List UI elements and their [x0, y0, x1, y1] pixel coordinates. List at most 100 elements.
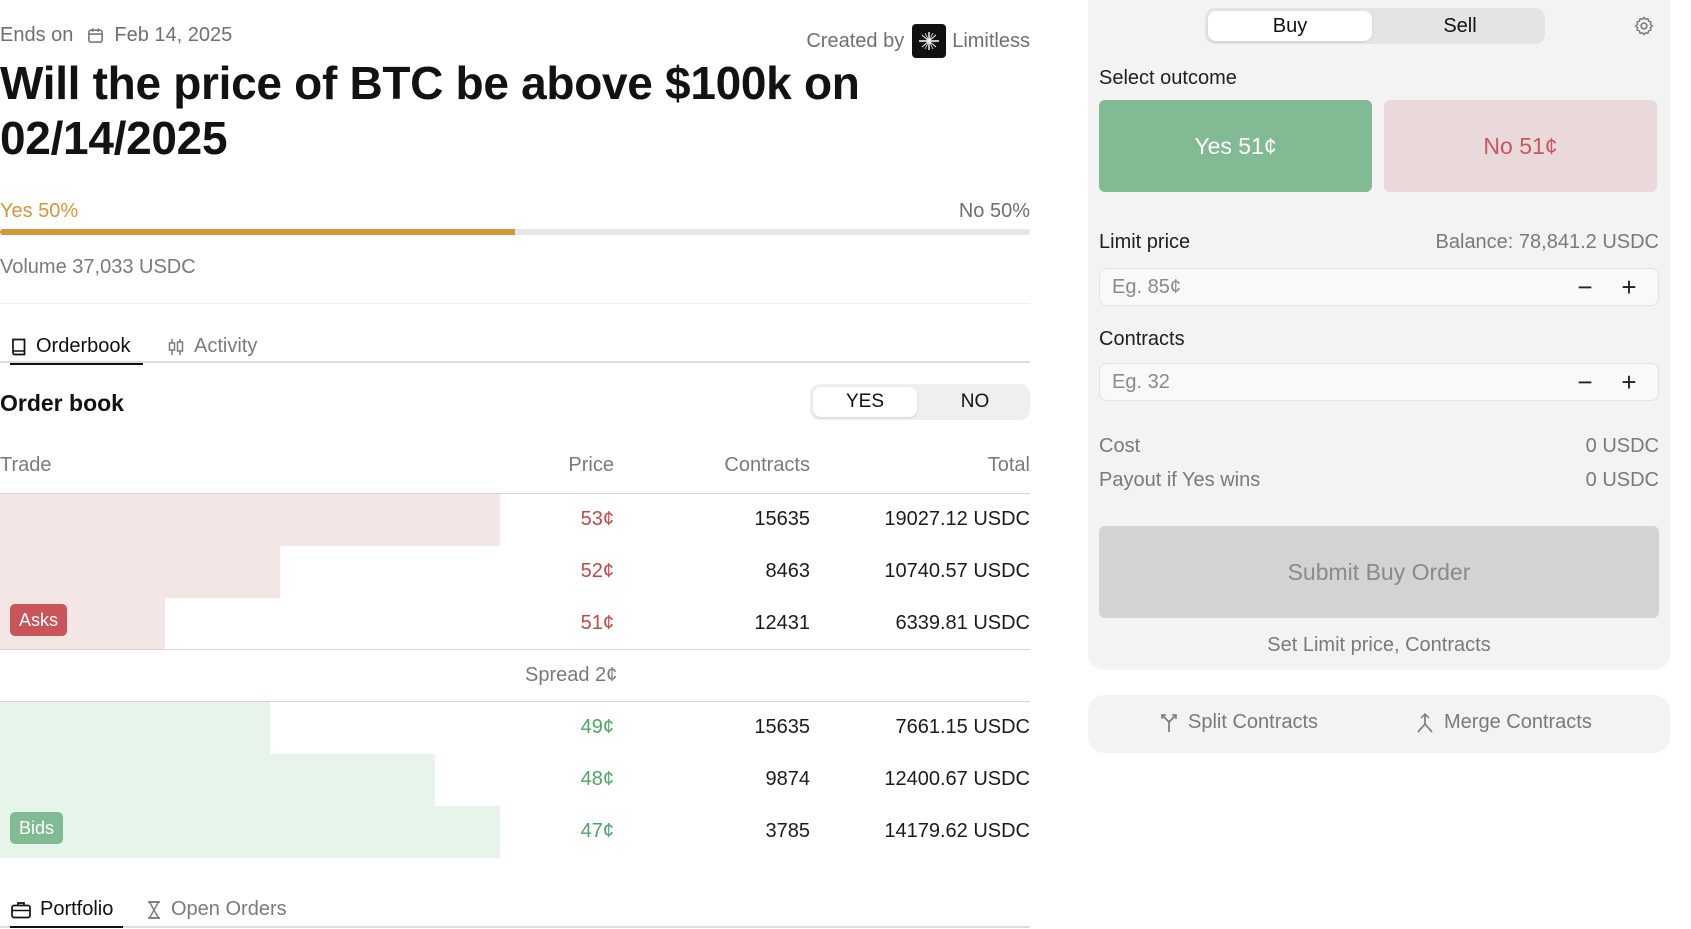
- limit-price-input[interactable]: [1100, 269, 1560, 305]
- bid-total: 12400.67 USDC: [884, 768, 1030, 790]
- bid-depth-bar: [0, 754, 435, 806]
- contracts-increment-button[interactable]: +: [1621, 366, 1637, 397]
- contracts-input[interactable]: [1100, 364, 1560, 400]
- header-total: Total: [987, 454, 1030, 476]
- payout-row: Payout if Yes wins 0 USDC: [1099, 469, 1659, 492]
- contracts-decrement-button[interactable]: −: [1577, 366, 1593, 397]
- limit-price-label: Limit price: [1099, 231, 1191, 253]
- ask-total: 6339.81 USDC: [895, 612, 1030, 634]
- payout-label: Payout if Yes wins: [1099, 469, 1261, 491]
- bid-row[interactable]: 49¢ 15635 7661.15 USDC: [0, 702, 1030, 754]
- ask-row[interactable]: 53¢ 15635 19027.12 USDC: [0, 494, 1030, 546]
- header-contracts: Contracts: [724, 454, 810, 476]
- ask-depth-bar: [0, 494, 500, 546]
- book-icon: [12, 338, 26, 355]
- merge-icon: [1417, 712, 1433, 733]
- submit-hint: Set Limit price, Contracts: [1267, 634, 1491, 656]
- buy-sell-toggle: Buy Sell: [1205, 8, 1545, 44]
- ask-total: 10740.57 USDC: [884, 560, 1030, 582]
- bid-row[interactable]: Bids 47¢ 3785 14179.62 USDC: [0, 806, 1030, 858]
- end-date: Feb 14, 2025: [114, 24, 233, 46]
- bid-contracts: 15635: [754, 716, 810, 738]
- bid-depth-bar: [0, 806, 500, 858]
- ask-contracts: 8463: [765, 560, 811, 582]
- cost-value: 0 USDC: [1585, 435, 1659, 457]
- creator-logo-icon: [912, 24, 947, 58]
- sell-tab-button[interactable]: Sell: [1443, 14, 1477, 37]
- ask-row[interactable]: 52¢ 8463 10740.57 USDC: [0, 546, 1030, 598]
- briefcase-icon: [11, 901, 31, 918]
- orderbook-title: Order book: [0, 390, 124, 416]
- contracts-actions-panel: Split Contracts Merge Contracts: [1088, 695, 1670, 753]
- tab-open-orders[interactable]: Open Orders: [145, 893, 287, 926]
- split-contracts-label: Split Contracts: [1188, 711, 1319, 733]
- detail-tabs: Orderbook Activity: [0, 330, 1030, 365]
- merge-contracts-button[interactable]: Merge Contracts: [1414, 711, 1592, 734]
- split-contracts-button[interactable]: Split Contracts: [1158, 711, 1318, 734]
- probability-bar: [0, 229, 1030, 235]
- tab-open-orders-label: Open Orders: [171, 898, 287, 920]
- cost-row: Cost 0 USDC: [1099, 435, 1659, 458]
- limit-price-field: − +: [1099, 268, 1659, 306]
- candlestick-icon: [168, 338, 184, 355]
- ask-contracts: 12431: [754, 612, 810, 634]
- ends-on-label: Ends on: [0, 24, 74, 46]
- toggle-no-button[interactable]: NO: [960, 391, 990, 412]
- spread-row: Spread 2¢: [0, 649, 1030, 702]
- bid-price: 47¢: [580, 820, 614, 842]
- creator-name[interactable]: Limitless: [952, 29, 1030, 52]
- market-volume: Volume 37,033 USDC: [0, 256, 196, 278]
- bid-price: 49¢: [580, 716, 614, 738]
- tab-portfolio-label: Portfolio: [40, 898, 114, 920]
- bid-row[interactable]: 48¢ 9874 12400.67 USDC: [0, 754, 1030, 806]
- hourglass-icon: [148, 900, 160, 919]
- tab-activity-label: Activity: [194, 335, 258, 357]
- limit-price-decrement-button[interactable]: −: [1577, 271, 1593, 302]
- submit-order-button[interactable]: Submit Buy Order: [1099, 526, 1659, 618]
- ask-row[interactable]: Asks 51¢ 12431 6339.81 USDC: [0, 598, 1030, 650]
- no-outcome-button[interactable]: No 51¢: [1384, 100, 1657, 192]
- yes-probability-label: Yes 50%: [0, 200, 79, 222]
- market-meta: Ends on Feb 14, 2025 Created by: [0, 24, 1030, 58]
- header-price: Price: [568, 454, 614, 476]
- outcome-toggle: YES NO: [810, 384, 1030, 420]
- no-probability-label: No 50%: [958, 200, 1030, 222]
- header-trade: Trade: [0, 454, 52, 476]
- probability-bar-fill: [0, 229, 515, 235]
- limit-price-increment-button[interactable]: +: [1621, 271, 1637, 302]
- tab-orderbook-label: Orderbook: [36, 335, 131, 357]
- orderbook-header: Trade Price Contracts Total: [0, 454, 1030, 494]
- divider: [0, 303, 1030, 304]
- trade-panel: Buy Sell Select outcome Yes 51¢ No 51¢ L…: [1088, 0, 1670, 670]
- gear-icon[interactable]: [1633, 15, 1655, 37]
- probability-labels: Yes 50% No 50%: [0, 200, 1030, 226]
- buy-tab-button[interactable]: Buy: [1208, 11, 1372, 41]
- bid-contracts: 9874: [765, 768, 811, 790]
- spread-label: Spread 2¢: [525, 664, 618, 686]
- ask-price: 52¢: [580, 560, 614, 582]
- payout-value: 0 USDC: [1585, 469, 1659, 491]
- bid-depth-bar: [0, 702, 270, 754]
- select-outcome-label: Select outcome: [1099, 67, 1237, 89]
- end-date-info: Ends on Feb 14, 2025: [0, 24, 232, 47]
- ask-price: 53¢: [580, 508, 614, 530]
- ask-contracts: 15635: [754, 508, 810, 530]
- bids-badge: Bids: [10, 812, 64, 844]
- bid-price: 48¢: [580, 768, 614, 790]
- ask-depth-bar: [0, 546, 280, 598]
- portfolio-tabs: Portfolio Open Orders: [0, 893, 1030, 928]
- toggle-yes-button[interactable]: YES: [813, 387, 917, 417]
- market-title: Will the price of BTC be above $100k on …: [0, 57, 860, 164]
- created-by-label: Created by: [806, 29, 905, 52]
- creator-info: Created by Limitless: [806, 24, 1030, 58]
- market-detail: Ends on Feb 14, 2025 Created by: [0, 24, 1030, 928]
- tab-activity[interactable]: Activity: [166, 330, 257, 363]
- tab-portfolio[interactable]: Portfolio: [10, 893, 124, 928]
- bid-contracts: 3785: [765, 820, 811, 842]
- tab-orderbook[interactable]: Orderbook: [10, 330, 143, 365]
- yes-outcome-button[interactable]: Yes 51¢: [1099, 100, 1372, 192]
- bid-total: 14179.62 USDC: [884, 820, 1030, 842]
- bid-total: 7661.15 USDC: [895, 716, 1030, 738]
- asks-badge: Asks: [10, 604, 68, 636]
- ask-total: 19027.12 USDC: [884, 508, 1030, 530]
